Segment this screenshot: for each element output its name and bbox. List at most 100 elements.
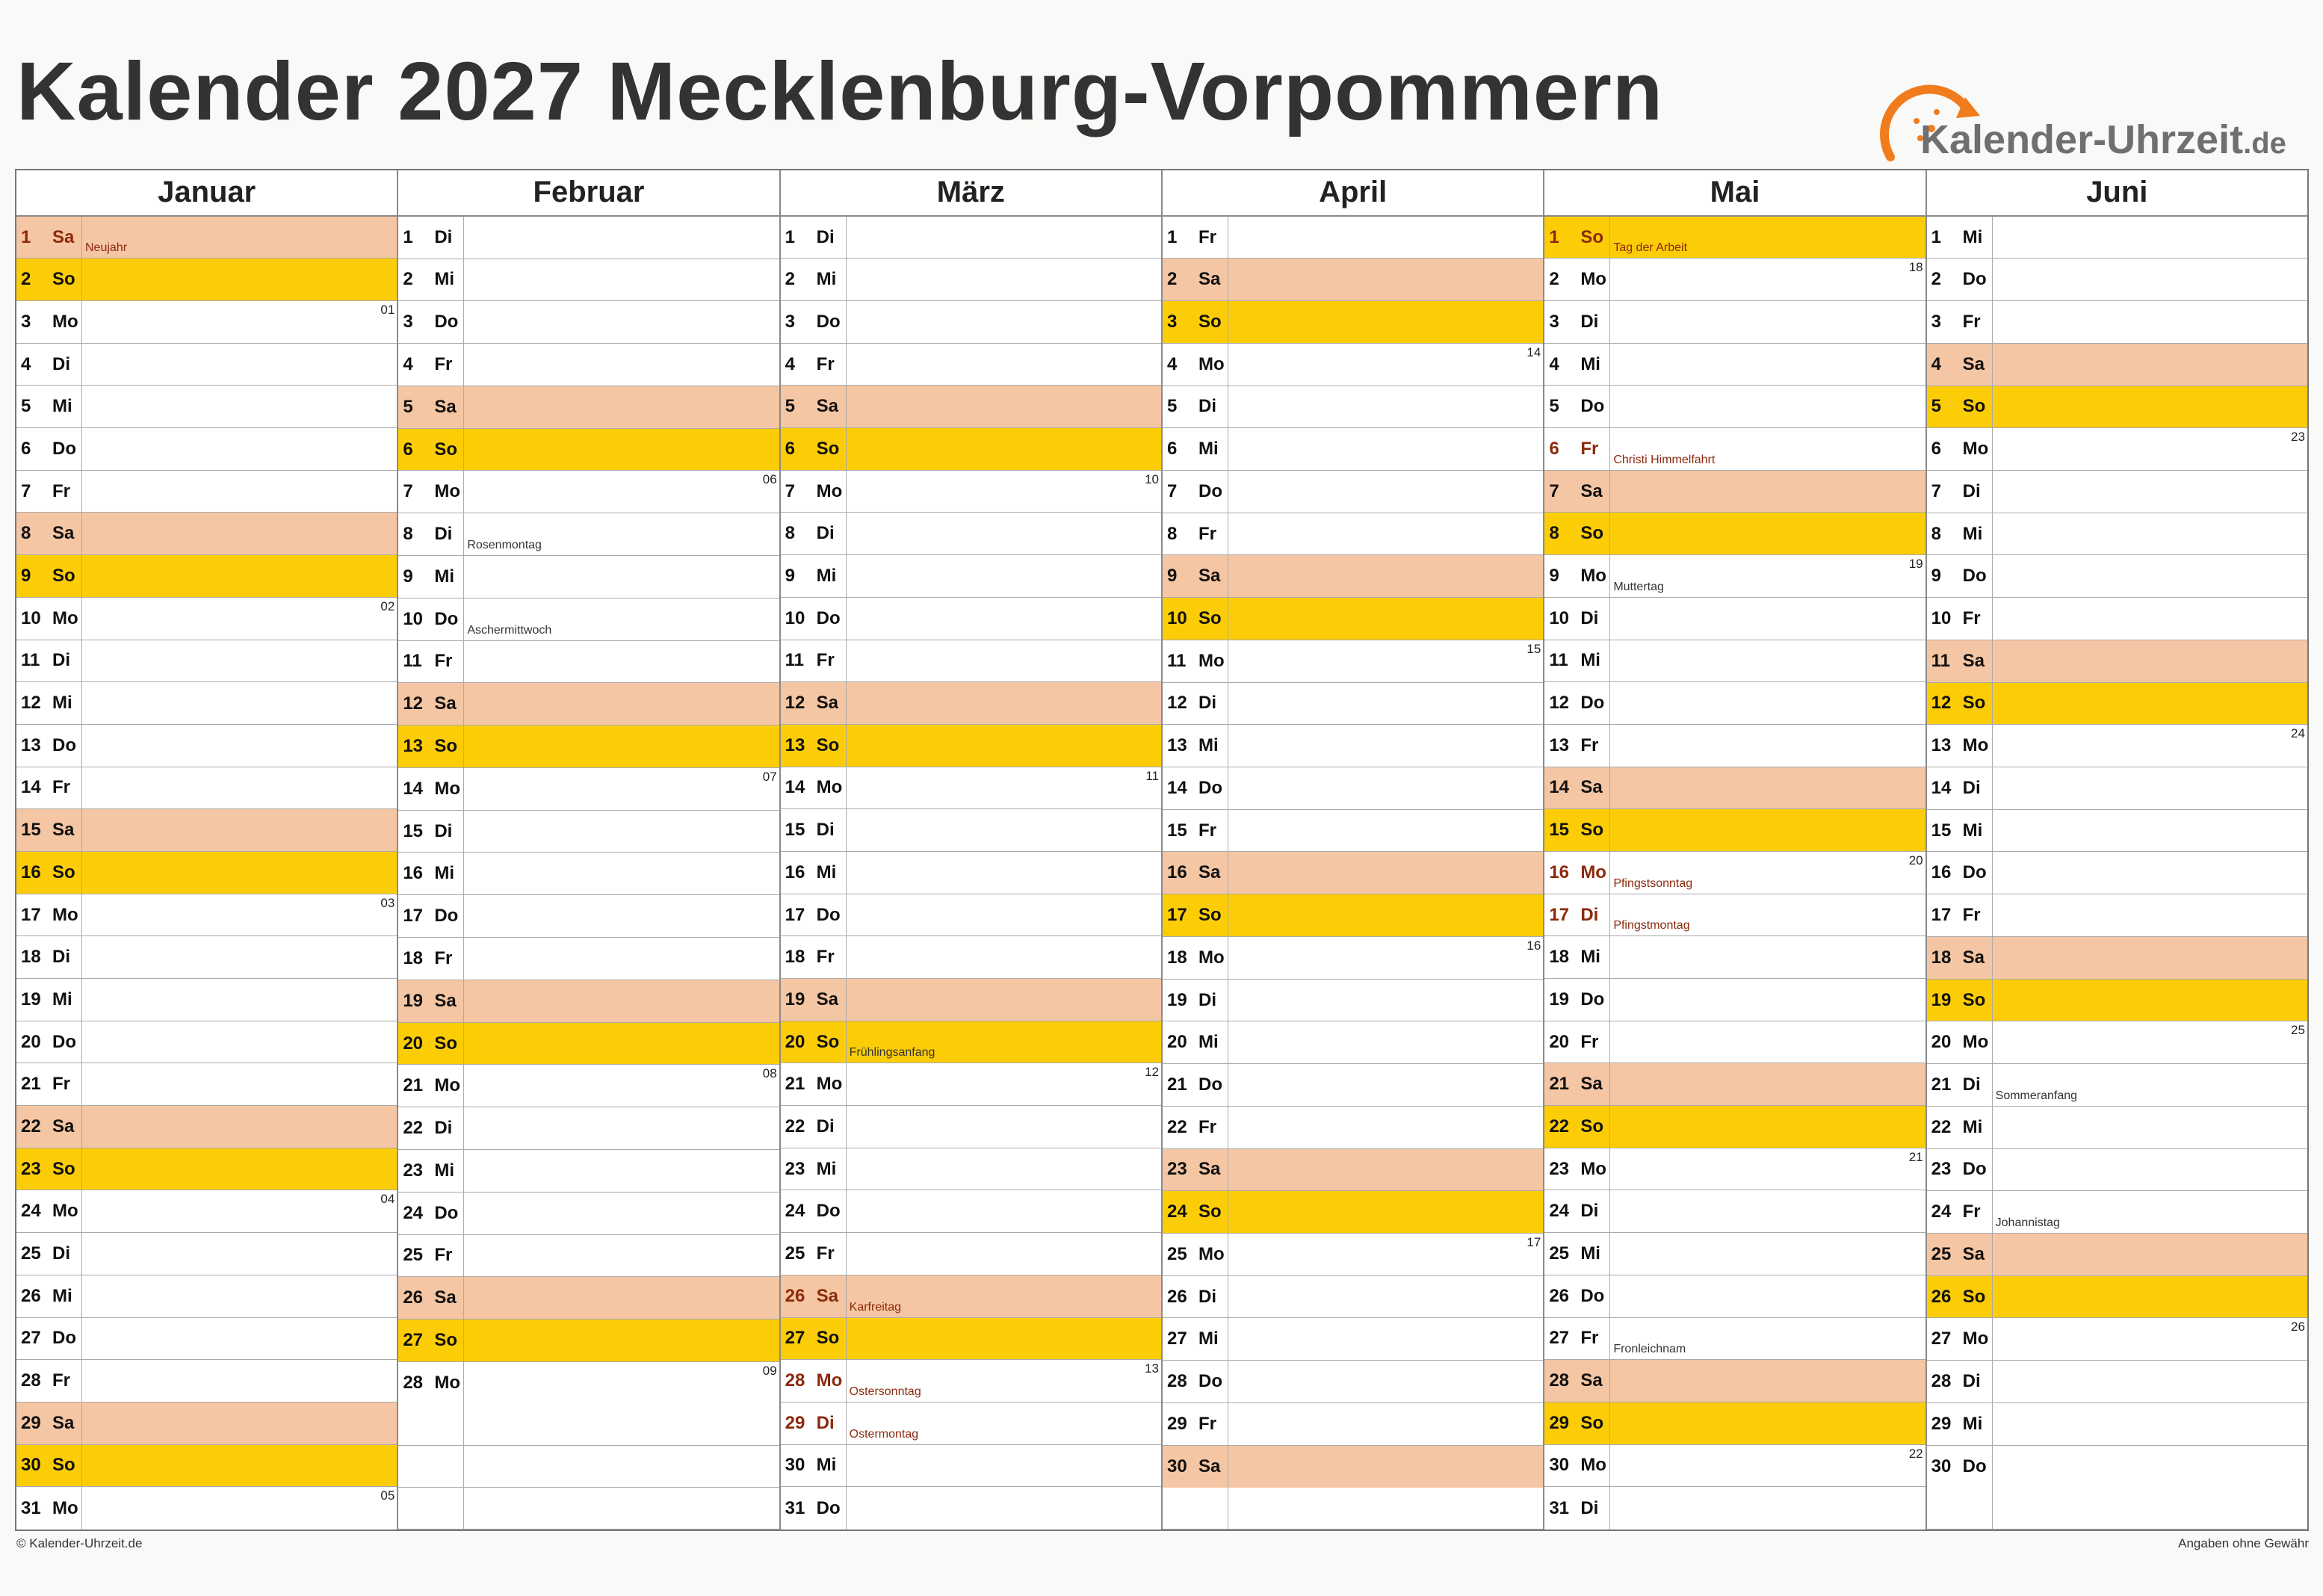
day-notes-cell — [1610, 1275, 1925, 1317]
day-label: 7 Mo — [398, 471, 465, 513]
day-notes-cell — [1228, 1064, 1543, 1106]
day-number: 3 — [403, 312, 413, 332]
day-notes-cell: 22 — [1610, 1445, 1925, 1487]
day-number: 25 — [403, 1245, 424, 1266]
day-number: 12 — [21, 693, 41, 714]
day-number: 6 — [785, 438, 796, 459]
week-number: 03 — [380, 895, 395, 910]
day-row: 13 Mo 24 — [1926, 725, 2307, 768]
day-number: 20 — [1931, 1032, 1952, 1053]
day-number: 11 — [403, 651, 422, 672]
weekday-abbr: Fr — [816, 353, 835, 374]
day-number: 27 — [21, 1328, 41, 1349]
weekday-abbr: Di — [434, 226, 453, 247]
day-label: 14 Sa — [1544, 767, 1611, 809]
day-notes-cell: 17 — [1228, 1234, 1543, 1275]
weekday-abbr: Mo — [434, 1373, 460, 1394]
day-row: 21 Do — [1162, 1064, 1544, 1107]
weekday-abbr: Mi — [816, 566, 837, 587]
day-number: 16 — [1166, 862, 1187, 883]
weekday-abbr: So — [434, 1329, 457, 1350]
day-row: 30 Sa — [1162, 1445, 1544, 1488]
day-row: 11 Mo 15 — [1162, 640, 1544, 683]
day-notes-cell — [847, 894, 1161, 936]
weekday-abbr: Do — [1962, 862, 1987, 883]
weekday-abbr: Do — [816, 1497, 841, 1518]
weekday-abbr: Do — [816, 607, 841, 628]
day-row: 1 So Tag der Arbeit — [1544, 216, 1925, 259]
day-row: 1 Sa Neujahr — [16, 216, 398, 259]
day-label: 8 Sa — [16, 513, 82, 555]
day-label: 11 Fr — [398, 640, 465, 683]
week-number: 13 — [1145, 1361, 1159, 1376]
weekday-abbr: Di — [1962, 1370, 1981, 1391]
weekday-abbr: Fr — [434, 354, 453, 374]
day-number: 28 — [1549, 1370, 1570, 1391]
day-label: 23 Mi — [398, 1149, 465, 1192]
weekday-abbr: Di — [816, 226, 835, 247]
day-row: 19 Sa — [398, 980, 779, 1023]
day-number: 13 — [21, 734, 41, 755]
day-notes-cell — [82, 1063, 397, 1105]
day-notes-cell — [1228, 683, 1543, 725]
day-row: 28 Mo Ostersonntag 13 — [780, 1360, 1161, 1402]
day-number: 26 — [1166, 1286, 1187, 1307]
day-notes-cell — [1228, 386, 1543, 428]
day-row: 21 Di Sommeranfang — [1926, 1064, 2307, 1107]
holiday-label: Tag der Arbeit — [1613, 241, 1688, 255]
day-number: 31 — [1549, 1497, 1570, 1518]
day-number: 12 — [1549, 693, 1570, 714]
day-row: 21 Sa — [1544, 1063, 1925, 1107]
day-notes-cell: 11 — [847, 767, 1161, 809]
day-notes-cell — [1228, 852, 1544, 894]
day-notes-cell — [82, 936, 397, 978]
day-label: 3 Do — [398, 301, 465, 344]
week-number: 14 — [1527, 344, 1541, 359]
month-header: Juni — [1926, 170, 2307, 217]
day-number: 22 — [403, 1118, 424, 1139]
weekday-abbr: Fr — [1198, 1413, 1216, 1434]
week-number: 11 — [1145, 768, 1159, 783]
day-row: 10 Do — [780, 597, 1161, 640]
day-number: 29 — [1931, 1413, 1952, 1434]
day-row: 19 Mi — [16, 979, 398, 1021]
day-label: 22 Mi — [1927, 1106, 1993, 1148]
weekday-abbr: Sa — [816, 693, 839, 714]
day-notes-cell: 06 — [464, 471, 779, 513]
day-label: 30 Mi — [781, 1444, 847, 1487]
weekday-abbr: Sa — [1962, 353, 1985, 374]
day-notes-cell — [846, 386, 1161, 428]
day-label: 1 Mi — [1927, 216, 1993, 259]
week-number: 19 — [1908, 557, 1923, 572]
day-label: 24 Do — [398, 1192, 465, 1234]
day-number: 23 — [21, 1158, 41, 1179]
day-label: 8 Di — [398, 513, 465, 556]
day-label: 8 Di — [781, 513, 847, 555]
weekday-abbr: Fr — [1962, 905, 1981, 926]
week-number: 17 — [1527, 1234, 1541, 1249]
day-number: 29 — [1549, 1412, 1570, 1433]
day-number: 2 — [785, 269, 796, 290]
day-notes-cell — [847, 936, 1161, 978]
weekday-abbr: Fr — [816, 947, 835, 968]
day-row: 11 Di — [16, 640, 398, 683]
day-row: 24 Do — [398, 1192, 779, 1235]
weekday-abbr: So — [52, 862, 75, 882]
day-number: 28 — [21, 1370, 41, 1391]
day-label: 24 Mo — [16, 1190, 82, 1233]
weekday-abbr: Mo — [52, 1201, 78, 1222]
day-label: 20 So — [398, 1022, 465, 1065]
day-number: 15 — [1549, 820, 1570, 841]
day-number: 21 — [785, 1074, 805, 1095]
day-number: 10 — [1549, 607, 1570, 628]
day-label: 19 Mi — [16, 979, 82, 1021]
day-notes-cell: 15 — [1228, 640, 1543, 682]
day-number: 14 — [1166, 777, 1187, 798]
day-notes-cell — [1610, 936, 1925, 978]
day-row: 29 Sa — [16, 1402, 398, 1445]
day-label: 7 Sa — [1544, 470, 1611, 513]
weekday-abbr: Di — [1198, 396, 1216, 417]
day-number: 20 — [1549, 1031, 1570, 1052]
day-row: 5 Di — [1162, 386, 1544, 429]
week-number: 04 — [380, 1192, 395, 1207]
